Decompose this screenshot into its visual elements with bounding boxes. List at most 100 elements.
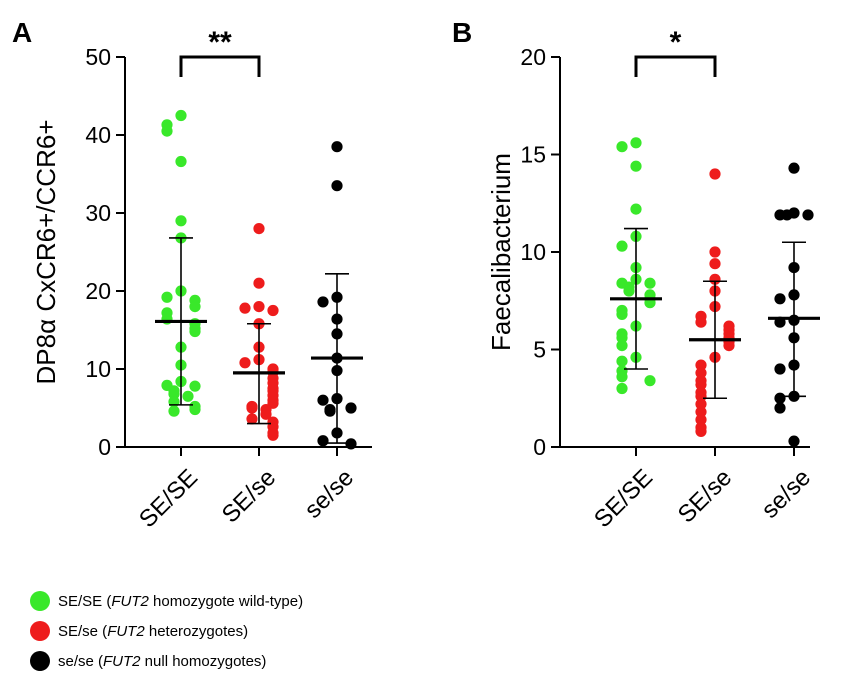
y-tick-label: 10 [520,239,546,265]
legend-label-null: se/se (FUT2 null homozygotes) [58,652,267,670]
significance-bracket [179,55,261,77]
y-tick-label: 0 [98,434,111,460]
legend-marker-se-het [30,621,50,641]
point-se-se [189,325,201,338]
point-se-se [709,273,721,285]
point-se-se [616,371,628,383]
legend-item-null: se/se (FUT2 null homozygotes) [30,646,303,676]
legend-item-se-het: SE/se (FUT2 heterozygotes) [30,616,303,646]
point-se-se [695,367,707,379]
point-se-se [253,301,265,313]
point-se-se [788,162,800,174]
y-tick-label: 10 [85,356,111,382]
point-se-se [630,160,642,172]
y-tick-label: 20 [85,278,111,304]
point-se-se [168,388,180,400]
panel-b: B Faecalibacterium 0 5 10 15 20 SE/SE SE/se se/se… [452,17,820,533]
legend-marker-se-se [30,591,50,611]
point-se-se [695,379,707,391]
point-se-se [781,209,793,221]
point-se-se [317,435,329,447]
y-tick-label: 20 [520,44,546,70]
point-se-se [331,180,343,192]
point-se-se [774,392,786,404]
significance-label: * [670,26,682,59]
point-se-se [182,390,194,402]
point-se-se [317,296,329,308]
y-tick-label: 50 [85,44,111,70]
point-se-se [161,291,173,303]
point-se-se [709,246,721,258]
point-se-se [630,203,642,215]
point-se-se [260,408,272,420]
point-se-se [253,277,265,289]
point-se-se [616,355,628,367]
point-se-se [802,209,814,221]
point-se-se [246,402,258,414]
point-se-se [331,141,343,153]
point-se-se [161,125,173,137]
point-se-se [175,215,187,227]
point-se-se [774,402,786,414]
point-se-se [267,429,279,441]
y-tick-label: 40 [85,122,111,148]
point-se-se [616,332,628,344]
y-tick-label: 5 [533,337,546,363]
point-se-se [630,137,642,149]
point-se-se [189,403,201,416]
legend-marker-null [30,651,50,671]
point-se-se [774,293,786,305]
point-se-se [644,277,656,289]
point-se-se [695,359,707,371]
point-se-se [267,304,279,317]
point-se-se [695,398,707,410]
point-se-se [345,402,357,414]
x-tick-label-se-se: SE/se [673,464,737,528]
point-se-se [623,285,635,297]
y-axis-label: DP8α CxCR6+/CCR6+ [31,119,61,384]
point-se-se [253,223,265,235]
point-se-se [324,405,336,417]
point-se-se [239,302,251,314]
point-se-se [616,382,628,395]
legend-label-se-se: SE/SE (FUT2 homozygote wild-type) [58,592,304,610]
panel-label: B [452,17,472,48]
point-se-se [616,141,628,153]
point-se-se [723,340,735,352]
point-se-se [774,363,786,375]
point-se-se [695,316,707,328]
x-tick-label-se-se: se/se [299,464,359,524]
point-se-se [246,413,258,425]
point-se-se [616,340,628,352]
point-se-se [345,438,357,450]
point-se-se [189,301,201,313]
legend-label-se-het: SE/se (FUT2 heterozygotes) [58,622,249,640]
point-se-se [616,240,628,252]
point-se-se [175,155,187,168]
point-se-se [709,258,721,270]
significance-bracket [634,55,717,77]
point-se-se [695,425,707,437]
point-se-se [644,375,656,387]
point-se-se [239,357,251,369]
panel-label: A [12,17,32,48]
point-se-se [317,394,329,406]
x-tick-label-se-se: SE/se [217,464,281,528]
panel-a: A DP8α CxCR6+/CCR6+ 0 10 20 30 40 50 SE/SE SE/se s… [12,17,372,533]
point-se-se [695,406,707,418]
point-se-se [788,435,800,447]
x-tick-label-se-se: se/se [756,464,816,524]
point-se-se [709,168,721,180]
x-tick-label-se-se: SE/SE [134,464,203,533]
significance-label: ** [208,26,232,59]
legend: SE/SE (FUT2 homozygote wild-type) SE/se … [30,586,303,676]
point-se-se [175,109,187,122]
y-tick-label: 15 [520,142,546,168]
point-se-se [695,390,707,402]
point-se-se [695,414,707,426]
y-tick-label: 30 [85,200,111,226]
legend-item-se-se: SE/SE (FUT2 homozygote wild-type) [30,586,303,616]
point-se-se [189,380,201,392]
x-tick-label-se-se: SE/SE [589,464,658,533]
